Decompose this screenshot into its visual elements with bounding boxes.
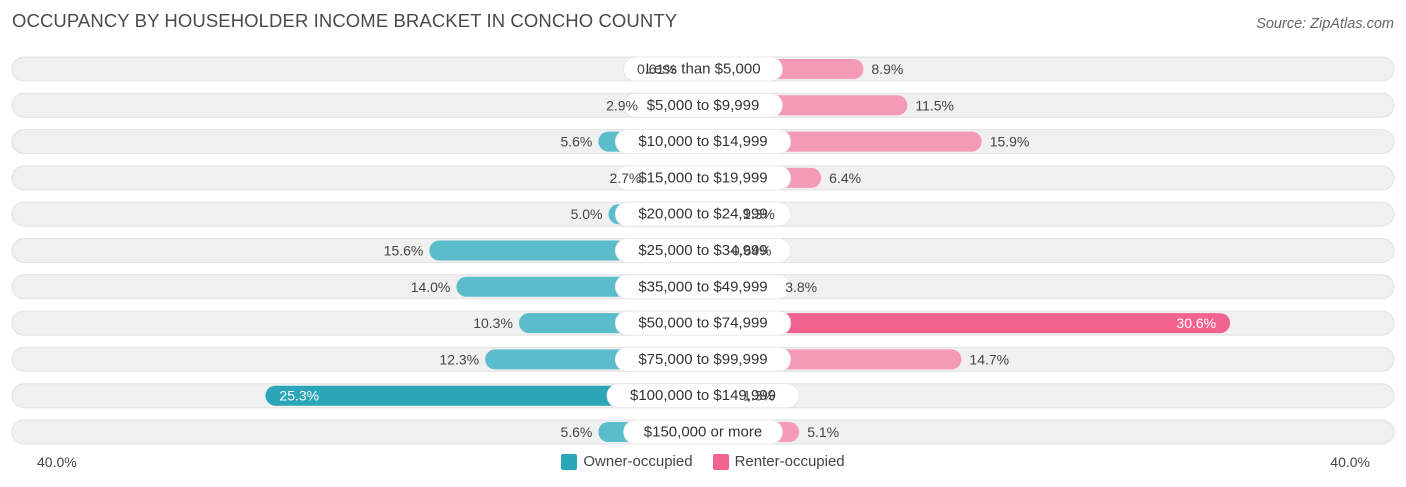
owner-value-label: 10.3%: [473, 315, 513, 331]
category-label: $25,000 to $34,999: [638, 242, 767, 259]
category-label: $15,000 to $19,999: [638, 169, 767, 186]
renter-bar: [703, 313, 1231, 334]
chart-title: OCCUPANCY BY HOUSEHOLDER INCOME BRACKET …: [12, 10, 678, 31]
owner-value-label: 12.3%: [439, 351, 479, 367]
owner-value-label: 2.7%: [609, 170, 641, 186]
category-pill: [614, 238, 792, 263]
category-pill: [614, 129, 792, 155]
legend: Owner-occupied Renter-occupied: [0, 453, 1406, 470]
renter-value-label: 5.1%: [807, 424, 839, 440]
category-label: $5,000 to $9,999: [647, 97, 760, 114]
owner-value-label: 5.0%: [571, 206, 603, 222]
category-pill: [623, 92, 783, 118]
category-label: $10,000 to $14,999: [638, 133, 767, 150]
category-label: $20,000 to $24,999: [638, 206, 767, 223]
legend-owner: Owner-occupied: [561, 453, 693, 470]
renter-value-label: 3.8%: [785, 279, 817, 295]
category-pill: [614, 310, 792, 336]
renter-value-label: 8.9%: [871, 61, 903, 77]
renter-value-label: 14.7%: [969, 351, 1009, 367]
renter-value-label: 1.3%: [743, 388, 775, 404]
category-label: $35,000 to $49,999: [638, 278, 767, 295]
category-label: $100,000 to $149,999: [630, 387, 776, 404]
owner-value-label: 14.0%: [411, 279, 451, 295]
legend-owner-swatch: [561, 453, 578, 470]
legend-renter-label: Renter-occupied: [734, 453, 845, 470]
axis-right-label: 40.0%: [1330, 454, 1370, 470]
owner-bar: [265, 385, 703, 406]
owner-value-label: 15.6%: [384, 243, 424, 259]
renter-value-label: 6.4%: [829, 170, 861, 186]
legend-renter: Renter-occupied: [712, 453, 845, 470]
legend-owner-label: Owner-occupied: [583, 453, 693, 470]
category-pill: [614, 165, 792, 191]
owner-value-label: 25.3%: [279, 388, 319, 404]
legend-renter-swatch: [712, 453, 729, 470]
renter-value-label: 1.3%: [743, 206, 775, 222]
category-pill: [623, 56, 783, 82]
category-label: $50,000 to $74,999: [638, 315, 767, 332]
owner-value-label: 0.61%: [637, 61, 677, 77]
axis-left-label: 40.0%: [37, 454, 77, 470]
owner-value-label: 2.9%: [606, 97, 638, 113]
renter-value-label: 0.64%: [732, 243, 772, 259]
owner-value-label: 5.6%: [560, 424, 592, 440]
category-pill: [614, 201, 792, 227]
category-pill: [623, 419, 783, 445]
category-pill: [614, 274, 792, 300]
renter-value-label: 30.6%: [1176, 315, 1216, 331]
category-pill: [614, 346, 792, 372]
category-label: $150,000 or more: [644, 424, 762, 441]
owner-value-label: 5.6%: [560, 134, 592, 150]
renter-value-label: 11.5%: [915, 97, 954, 113]
category-label: $75,000 to $99,999: [638, 351, 767, 368]
renter-value-label: 15.9%: [990, 134, 1030, 150]
category-label: Less than $5,000: [645, 61, 760, 78]
source-label: Source: ZipAtlas.com: [1256, 16, 1394, 32]
category-pill: [606, 383, 800, 409]
